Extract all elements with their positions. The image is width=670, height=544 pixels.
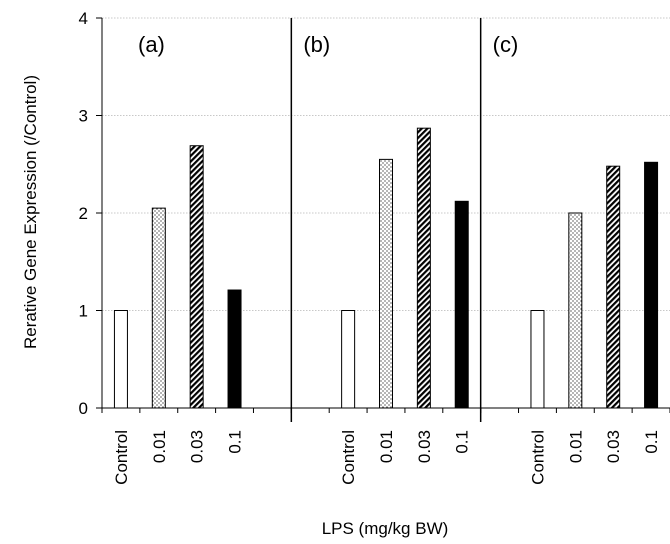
y-tick-label: 4 <box>79 9 88 28</box>
x-tick-label: 0.01 <box>566 430 585 463</box>
x-tick-label: Control <box>339 430 358 485</box>
y-tick-label: 1 <box>79 302 88 321</box>
y-tick-label: 0 <box>79 399 88 418</box>
bar-c-0_03 <box>606 165 621 409</box>
bar-b-0_01 <box>379 158 393 409</box>
bar-b-Control <box>341 310 356 409</box>
x-tick-label: Control <box>528 430 547 485</box>
bars <box>113 127 659 409</box>
bar-a-0_1 <box>227 289 242 409</box>
x-tick-label: Control <box>112 430 131 485</box>
bar-c-0_01 <box>568 212 583 409</box>
bar-c-Control <box>530 310 545 409</box>
bar-b-0_1 <box>454 200 469 409</box>
y-axis-title: Rerative Gene Expression (/Control) <box>21 75 40 349</box>
x-tick-label: 0.01 <box>150 430 169 463</box>
x-tick-label: 0.01 <box>377 430 396 463</box>
bar-a-0_01 <box>151 207 166 409</box>
x-tick-label: 0.03 <box>188 430 207 463</box>
x-axis-title: LPS (mg/kg BW) <box>322 519 449 538</box>
panel-label: (a) <box>138 32 165 57</box>
x-tick-label: 0.1 <box>642 430 661 454</box>
y-tick-label: 2 <box>79 204 88 223</box>
bar-c-0_1 <box>644 161 659 409</box>
bar-a-0_03 <box>189 145 204 409</box>
bar-a-Control <box>113 310 128 409</box>
x-tick-label: 0.03 <box>415 430 434 463</box>
bar-b-0_03 <box>416 127 431 409</box>
labels: 0 1 2 3 4 (a) Control 0.01 0.03 0.1 (b) Control 0.01… <box>79 9 662 485</box>
panel-label: (c) <box>493 32 519 57</box>
y-tick-label: 3 <box>79 107 88 126</box>
x-tick-label: 0.1 <box>226 430 245 454</box>
x-tick-label: 0.03 <box>604 430 623 463</box>
panel-label: (b) <box>303 32 330 57</box>
x-tick-label: 0.1 <box>453 430 472 454</box>
